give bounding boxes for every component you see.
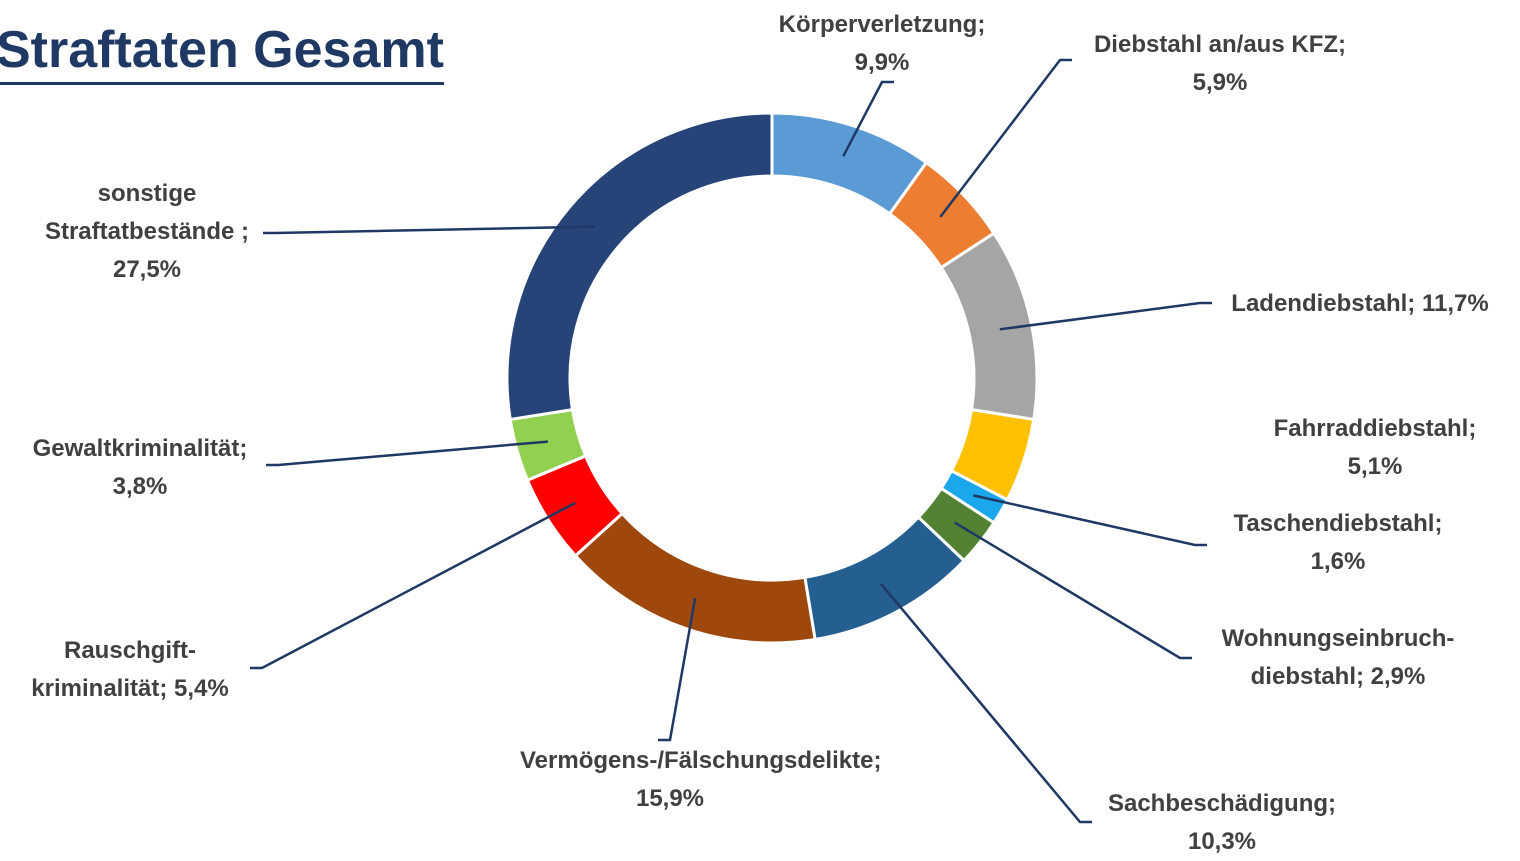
category-label: Rauschgift-kriminalität; [31, 637, 196, 702]
leader-line [266, 440, 548, 467]
value-label: 1,6% [1310, 548, 1366, 575]
category-label: Gewaltkriminalität; [32, 435, 248, 462]
data-label: Wohnungseinbruch-diebstahl; 2,9% [1188, 620, 1488, 696]
category-label: Ladendiebstahl; [1231, 290, 1416, 317]
leader-line [939, 58, 1072, 218]
value-label: 27,5% [112, 256, 182, 283]
donut-segment [573, 511, 817, 645]
category-label: Fahrraddiebstahl; [1273, 415, 1477, 442]
category-label: Diebstahl an/aus KFZ; [1093, 31, 1347, 58]
leader-line [880, 583, 1092, 824]
value-label: 10,3% [1187, 828, 1257, 855]
category-label: Wohnungseinbruch-diebstahl; [1221, 625, 1455, 690]
leader-line [999, 301, 1212, 331]
value-label: 15,9% [635, 785, 705, 812]
value-label: 5,1% [1347, 453, 1403, 480]
chart-title: Straftaten Gesamt [0, 18, 444, 85]
data-label: Fahrraddiebstahl; 5,1% [1245, 410, 1505, 486]
value-label: 3,8% [112, 473, 168, 500]
value-label: 5,9% [1192, 69, 1248, 96]
donut-segment [505, 111, 774, 422]
data-label: Körperverletzung; 9,9% [752, 6, 1012, 82]
value-label: 9,9% [854, 49, 910, 76]
leader-line [263, 225, 595, 235]
value-label: 5,4% [174, 675, 229, 702]
data-label: Sachbeschädigung; 10,3% [1072, 785, 1372, 861]
data-label: Taschendiebstahl; 1,6% [1208, 505, 1468, 581]
data-label: Ladendiebstahl; 11,7% [1200, 285, 1520, 323]
leader-line [250, 501, 576, 670]
data-label: Gewaltkriminalität; 3,8% [0, 430, 280, 506]
leader-line [954, 521, 1192, 660]
data-label: Rauschgift-kriminalität; 5,4% [0, 632, 260, 708]
value-label: 11,7% [1421, 290, 1489, 317]
category-label: Körperverletzung; [778, 11, 986, 38]
leader-line [842, 80, 894, 157]
category-label: Sachbeschädigung; [1107, 790, 1337, 817]
category-label: sonstige Straftatbestände ; [44, 180, 250, 245]
data-label: Vermögens-/Fälschungsdelikte; 15,9% [520, 742, 881, 818]
data-label: sonstige Straftatbestände ; 27,5% [17, 175, 277, 289]
category-label: Taschendiebstahl; [1233, 510, 1443, 537]
data-label: Diebstahl an/aus KFZ; 5,9% [1055, 26, 1385, 102]
value-label: 2,9% [1370, 663, 1426, 690]
leader-line [973, 494, 1207, 547]
leader-line [658, 597, 697, 742]
category-label: Vermögens-/Fälschungsdelikte; [520, 747, 882, 774]
